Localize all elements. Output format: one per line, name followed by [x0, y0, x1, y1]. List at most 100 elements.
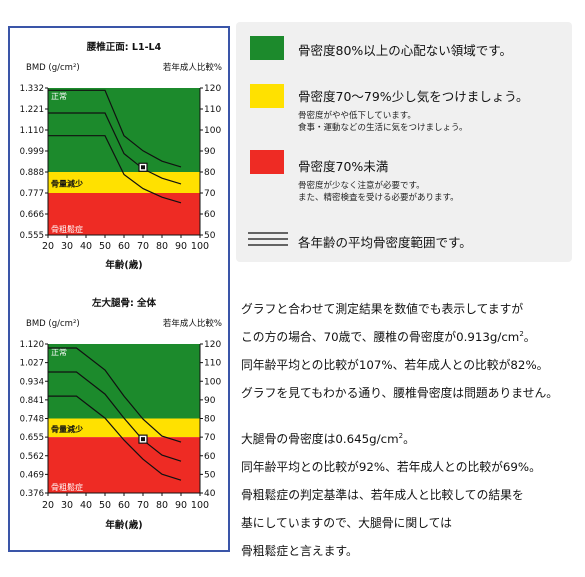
chart1-avg-line-0 — [48, 89, 182, 168]
chart2-avg-line-0 — [48, 347, 182, 443]
chart2-xlabel: 年齢(歳) — [105, 519, 142, 531]
legend-yellow-label: 骨密度70～79%少し気をつけましょう。 — [298, 89, 529, 104]
chart2-zone-1 — [48, 418, 200, 438]
desc-line-5: 大腿骨の骨密度は0.645g/cm2。 — [241, 432, 415, 446]
chart1-xtick-label-5: 70 — [137, 241, 149, 252]
chart2-zone-label-0: 正常 — [51, 348, 67, 357]
chart1-zone-0 — [48, 88, 200, 172]
chart1-marker-inner — [141, 165, 145, 170]
chart2-ytick-label-5: 0.655 — [20, 433, 44, 443]
chart1-xtick-label-8: 100 — [191, 241, 209, 252]
chart2-ytick-label-6: 0.562 — [20, 452, 44, 462]
chart2-avg-line-2 — [48, 395, 182, 481]
legend-yellow-sub-1: 骨密度がやや低下しています。 — [298, 111, 416, 121]
chart2-y2tick-label-7: 50 — [204, 470, 216, 480]
red-swatch — [250, 150, 284, 174]
chart2-zone-2 — [48, 437, 200, 493]
chart2-xtick-label-8: 100 — [191, 500, 209, 511]
chart1-zone-2 — [48, 193, 200, 235]
chart1-ytick-label-3: 0.999 — [20, 147, 44, 157]
chart2-marker-inner — [141, 437, 145, 442]
legend-red-sub-2: また、精密検査を受ける必要があります。 — [298, 193, 459, 203]
chart1-y2tick-label-6: 60 — [204, 210, 216, 220]
chart2-y2tick-label-0: 120 — [204, 340, 221, 350]
desc-line-3: 同年齢平均との比較が107%、若年成人との比較が82%。 — [241, 358, 549, 372]
chart2-y2tick-label-1: 110 — [204, 359, 221, 369]
yellow-swatch — [250, 84, 284, 108]
chart2-zone-label-1: 骨量減少 — [51, 424, 83, 434]
chart2-avg-line-1 — [48, 371, 182, 462]
chart1-ytick-label-0: 1.332 — [20, 84, 44, 94]
chart1-ytick-label-7: 0.555 — [20, 231, 44, 241]
desc-line-2: この方の場合、70歳で、腰椎の骨密度が0.913g/cm2。 — [241, 330, 536, 344]
chart1-xtick-label-4: 60 — [118, 241, 130, 252]
desc-line-4: グラフを見てもわかる通り、腰椎骨密度は問題ありません。 — [241, 386, 559, 400]
chart1-ytick-label-1: 1.221 — [20, 105, 44, 115]
chart1-avg-line-2 — [48, 135, 182, 204]
chart2-xtick-label-1: 30 — [61, 500, 73, 511]
chart2-ytick-label-3: 0.841 — [20, 396, 44, 406]
legend-green-label: 骨密度80%以上の心配ない領域です。 — [298, 43, 513, 58]
chart2-xtick-label-7: 90 — [175, 500, 187, 511]
chart1-y2tick-label-1: 110 — [204, 105, 221, 115]
chart2-y2tick-label-6: 60 — [204, 452, 216, 462]
chart2-y2tick-label-4: 80 — [204, 415, 216, 425]
legend-yellow-sub-2: 食事・運動などの生活に気をつけましょう。 — [298, 123, 468, 133]
chart1-ylabel: BMD (g/cm²) — [26, 63, 80, 73]
desc-line-9: 骨粗鬆症と言えます。 — [241, 544, 358, 558]
chart1-xtick-label-7: 90 — [175, 241, 187, 252]
chart2-zone-label-2: 骨粗鬆症 — [51, 482, 83, 492]
chart1-zone-label-1: 骨量減少 — [51, 179, 83, 189]
legend-red-sub-1: 骨密度が少なく注意が必要です。 — [298, 181, 425, 191]
chart1-y2tick-label-3: 90 — [204, 147, 216, 157]
chart1-y2tick-label-2: 100 — [204, 126, 221, 136]
chart2-xtick-label-4: 60 — [118, 500, 130, 511]
chart1-xtick-label-2: 40 — [80, 241, 92, 252]
chart2-y2tick-label-3: 90 — [204, 396, 216, 406]
chart1-xlabel: 年齢(歳) — [105, 259, 142, 271]
chart2-ytick-label-8: 0.376 — [20, 489, 44, 499]
desc-line-1: グラフと合わせて測定結果を数値でも表示してますが — [241, 302, 524, 316]
chart1-zone-1 — [48, 172, 200, 193]
chart2-y2tick-label-5: 70 — [204, 433, 216, 443]
chart1-title: 腰椎正面: L1-L4 — [86, 41, 162, 53]
chart1-ytick-label-6: 0.666 — [20, 210, 44, 220]
chart2-title: 左大腿骨: 全体 — [91, 297, 157, 309]
desc-line-6: 同年齢平均との比較が92%、若年成人との比較が69%。 — [241, 460, 541, 474]
chart1-y2tick-label-4: 80 — [204, 168, 216, 178]
chart1-ytick-label-4: 0.888 — [20, 168, 44, 178]
chart-panel: 正常 骨量減少 骨粗鬆症 1.332 1.221 1.110 0.999 0.888 0.777… — [8, 26, 230, 552]
chart2-ytick-label-4: 0.748 — [20, 415, 44, 425]
chart2-y2label: 若年成人比較% — [163, 318, 222, 329]
chart1-ytick-label-2: 1.110 — [20, 126, 44, 136]
chart1-y2tick-label-5: 70 — [204, 189, 216, 199]
chart2-y2tick-label-8: 40 — [204, 489, 216, 499]
average-range-line-icon — [248, 232, 288, 246]
legend-red-label: 骨密度70%未満 — [298, 159, 389, 174]
chart1-xtick-label-0: 20 — [42, 241, 54, 252]
chart1-ytick-label-5: 0.777 — [20, 189, 44, 199]
green-swatch — [250, 36, 284, 60]
desc-line-8: 基にしていますので、大腿骨に関しては — [241, 516, 452, 530]
chart1-y2tick-label-0: 120 — [204, 84, 221, 94]
chart2-xtick-label-0: 20 — [42, 500, 54, 511]
chart1-xtick-label-1: 30 — [61, 241, 73, 252]
legend-line-label: 各年齢の平均骨密度範囲です。 — [298, 235, 472, 250]
chart1-xtick-label-3: 50 — [99, 241, 111, 252]
chart2-ytick-label-2: 0.934 — [20, 377, 44, 387]
chart2-ytick-label-7: 0.469 — [20, 470, 44, 480]
chart2-xtick-label-2: 40 — [80, 500, 92, 511]
charts-svg: 正常骨量減少骨粗鬆症1.3321.2211.1100.9990.8880.777… — [20, 41, 222, 531]
chart1-xtick-label-6: 80 — [156, 241, 168, 252]
chart1-y2label: 若年成人比較% — [163, 62, 222, 73]
chart2-ytick-label-1: 1.027 — [20, 359, 44, 369]
chart2-xtick-label-6: 80 — [156, 500, 168, 511]
desc-line-7: 骨粗鬆症の判定基準は、若年成人と比較しての結果を — [241, 488, 524, 502]
legend-box: 骨密度80%以上の心配ない領域です。 骨密度70～79%少し気をつけましょう。 … — [236, 22, 572, 262]
chart2-xtick-label-3: 50 — [99, 500, 111, 511]
chart2-y2tick-label-2: 100 — [204, 377, 221, 387]
chart2-ylabel: BMD (g/cm²) — [26, 319, 80, 329]
chart1-avg-line-1 — [48, 112, 182, 185]
chart2-zone-0 — [48, 344, 200, 419]
chart1-zone-label-2: 骨粗鬆症 — [51, 224, 83, 234]
